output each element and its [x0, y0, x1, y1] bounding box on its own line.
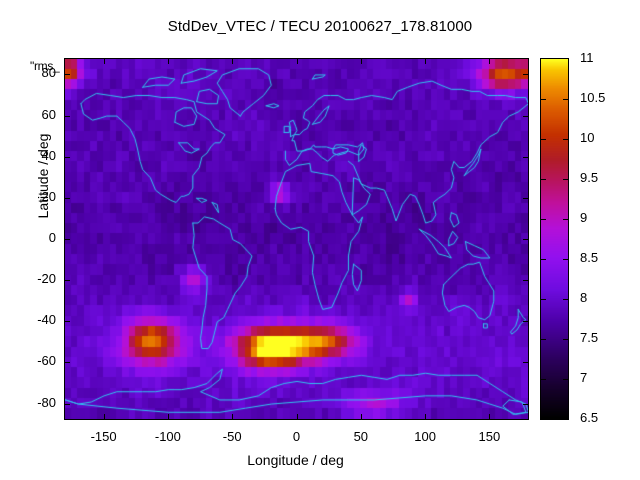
y-axis-tick-label: 20 — [41, 188, 56, 204]
colorbar-tick-label: 9.5 — [580, 170, 599, 185]
x-axis-tick-mark — [489, 414, 491, 419]
y-axis-tick-mark — [523, 403, 528, 405]
y-axis-tick-label: 0 — [48, 230, 56, 245]
colorbar-tick-mark — [563, 99, 568, 100]
x-axis-tick-label: -150 — [90, 429, 117, 444]
x-axis-tick-mark — [167, 59, 169, 64]
y-axis-tick-mark — [65, 156, 70, 158]
colorbar-tick-mark — [541, 339, 546, 340]
y-axis-tick-mark — [65, 115, 70, 117]
x-axis-tick-mark — [296, 59, 298, 64]
colorbar-tick-mark — [541, 299, 546, 300]
y-axis-tick-mark — [523, 362, 528, 364]
y-axis-tick-label: -40 — [37, 312, 56, 328]
x-axis-tick-mark — [167, 414, 169, 419]
x-axis-tick-label: 50 — [353, 429, 369, 444]
colorbar-tick-mark — [541, 259, 546, 260]
x-axis-tick-mark — [103, 414, 105, 419]
y-axis-tick-mark — [65, 321, 70, 323]
x-axis-tick-mark — [232, 414, 234, 419]
y-axis-tick-mark — [65, 280, 70, 282]
stray-label-artifact: "rms_ — [30, 59, 60, 73]
colorbar-tick-mark — [563, 379, 568, 380]
x-axis-tick-mark — [425, 59, 427, 64]
x-axis-tick-mark — [360, 59, 362, 64]
x-axis-tick-mark — [489, 59, 491, 64]
x-axis-tick-mark — [360, 414, 362, 419]
x-axis-tick-mark — [296, 414, 298, 419]
colorbar-tick-mark — [563, 139, 568, 140]
map-plot-area — [64, 58, 529, 420]
colorbar-tick-mark — [541, 379, 546, 380]
y-axis-tick-mark — [65, 197, 70, 199]
colorbar-tick-label: 7 — [580, 370, 588, 385]
x-axis-tick-label: -100 — [154, 429, 181, 444]
x-axis-tick-label: 150 — [478, 429, 501, 444]
y-axis-tick-label: -20 — [37, 271, 56, 287]
y-axis-tick-mark — [523, 239, 528, 240]
colorbar-tick-label: 8.5 — [580, 250, 599, 265]
colorbar-tick-mark — [541, 179, 546, 180]
colorbar-tick-mark — [563, 339, 568, 340]
y-axis-tick-mark — [523, 74, 528, 76]
colorbar-tick-label: 9 — [580, 210, 588, 225]
y-axis-tick-label: -60 — [37, 353, 56, 369]
colorbar-gradient — [541, 59, 568, 419]
x-axis-tick-label: 100 — [414, 429, 436, 444]
x-axis-tick-mark — [232, 59, 234, 64]
y-axis-tick-mark — [65, 239, 70, 240]
colorbar-tick-mark — [541, 139, 546, 140]
colorbar-tick-mark — [541, 219, 546, 220]
x-axis-tick-label: -50 — [222, 429, 242, 444]
y-axis-tick-label: 40 — [41, 147, 56, 163]
colorbar-tick-label: 10 — [580, 130, 595, 145]
y-axis-tick-mark — [65, 74, 70, 76]
y-axis-tick-mark — [523, 280, 528, 282]
x-axis-label: Longitude / deg — [247, 452, 344, 468]
y-axis-tick-mark — [65, 362, 70, 364]
y-axis-tick-mark — [523, 115, 528, 117]
colorbar-tick-label: 6.5 — [580, 410, 599, 425]
x-axis-tick-label: 0 — [292, 429, 301, 444]
y-axis-tick-mark — [65, 403, 70, 405]
colorbar-tick-label: 8 — [580, 290, 588, 305]
colorbar-tick-mark — [563, 219, 568, 220]
colorbar-tick-mark — [563, 259, 568, 260]
colorbar-tick-mark — [541, 99, 546, 100]
vtec-stddev-heatmap — [65, 59, 528, 419]
colorbar-tick-mark — [563, 299, 568, 300]
y-axis-tick-mark — [523, 156, 528, 158]
colorbar-tick-label: 11 — [580, 50, 594, 65]
x-axis-tick-mark — [103, 59, 105, 64]
y-axis-label: Latitude / deg — [35, 133, 51, 219]
colorbar-tick-label: 10.5 — [580, 90, 606, 105]
y-axis-tick-label: 80 — [41, 65, 56, 81]
y-axis-tick-mark — [523, 197, 528, 199]
y-axis-tick-label: 60 — [41, 106, 56, 122]
y-axis-tick-mark — [523, 321, 528, 323]
colorbar — [540, 58, 569, 420]
colorbar-tick-label: 7.5 — [580, 330, 599, 345]
x-axis-tick-mark — [425, 414, 427, 419]
page-title: StdDev_VTEC / TECU 20100627_178.81000 — [167, 18, 473, 35]
colorbar-tick-mark — [563, 179, 568, 180]
y-axis-tick-label: -80 — [37, 394, 56, 410]
